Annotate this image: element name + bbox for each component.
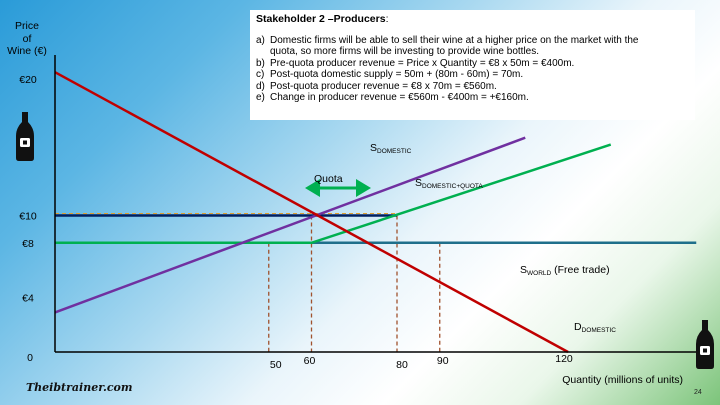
stakeholder-list: a) Domestic firms will be able to sell th… (256, 35, 689, 104)
domestic-supply-label: SDOMESTIC (370, 142, 412, 155)
item-marker: c) (256, 69, 265, 80)
x-tick-label: 90 (437, 355, 449, 367)
item-text: Pre-quota producer revenue = Price x Qua… (270, 57, 575, 69)
wine-bottle-icon (16, 112, 34, 161)
item-text: Post-quota producer revenue = €8 x 70m =… (270, 80, 497, 92)
page-number: 24 (694, 389, 702, 396)
y-tick-label: €8 (22, 238, 34, 250)
item-marker: e) (256, 92, 265, 103)
stakeholder-info-box: Stakeholder 2 –Producers: a) Domestic fir… (250, 10, 695, 120)
world-supply-label: SWORLD (Free trade) (520, 264, 610, 277)
demand-curve (54, 71, 569, 354)
y-tick-label: €4 (22, 292, 34, 304)
title-suffix: : (385, 13, 389, 25)
axes (54, 55, 700, 353)
x-tick-label: 120 (555, 353, 573, 365)
y-axis-label-line: of (22, 32, 32, 45)
brand-logo: Theibtrainer.com (26, 381, 133, 394)
supply-quota-curve (55, 143, 612, 245)
list-item: e) Change in producer revenue = €560m - €… (256, 92, 689, 104)
list-item: d) Post-quota producer revenue = €8 x 70m… (256, 81, 689, 93)
stakeholder-heading: Stakeholder 2 –Producers: (256, 13, 689, 26)
y-tick-label: €20 (19, 74, 37, 86)
curves (54, 71, 697, 354)
list-item: b) Pre-quota producer revenue = Price x Q… (256, 58, 689, 70)
item-text: Change in producer revenue = €560m - €40… (270, 92, 529, 103)
stakeholder-title: Stakeholder 2 –Producers (256, 13, 386, 25)
x-tick-label: 50 (270, 359, 282, 371)
wine-bottle-icon (696, 320, 714, 369)
dashed-guides (55, 213, 441, 352)
supply-quota-label: SDOMESTIC+QUOTA (415, 177, 483, 190)
origin-label: 0 (27, 352, 33, 364)
y-axis-label-line: Price (15, 20, 39, 32)
item-marker: b) (256, 57, 265, 69)
item-marker: a) (256, 34, 265, 46)
demand-label: DDOMESTIC (574, 321, 616, 334)
x-axis-label: Quantity (millions of units) (562, 374, 683, 386)
item-text: Domestic firms will be able to sell thei… (270, 34, 639, 46)
y-axis-label-line: Wine (€) (7, 45, 47, 57)
item-marker: d) (256, 80, 265, 92)
x-tick-label: 80 (396, 359, 408, 371)
y-axis-label: Price of Wine (€) (2, 20, 52, 58)
item-text: quota, so more firms will be investing t… (270, 46, 540, 57)
item-text: Post-quota domestic supply = 50m + (80m … (270, 69, 524, 80)
y-tick-label: €10 (19, 211, 37, 223)
list-item: c) Post-quota domestic supply = 50m + (80… (256, 69, 689, 81)
list-item: a) Domestic firms will be able to sell th… (256, 35, 689, 58)
tick-labels: €20 €10 €8 €4 0 50 60 80 90 120 Quantity (millions… (19, 74, 683, 386)
x-tick-label: 60 (304, 355, 316, 367)
quota-label: Quota (314, 173, 343, 185)
domestic-supply-curve (54, 136, 526, 314)
